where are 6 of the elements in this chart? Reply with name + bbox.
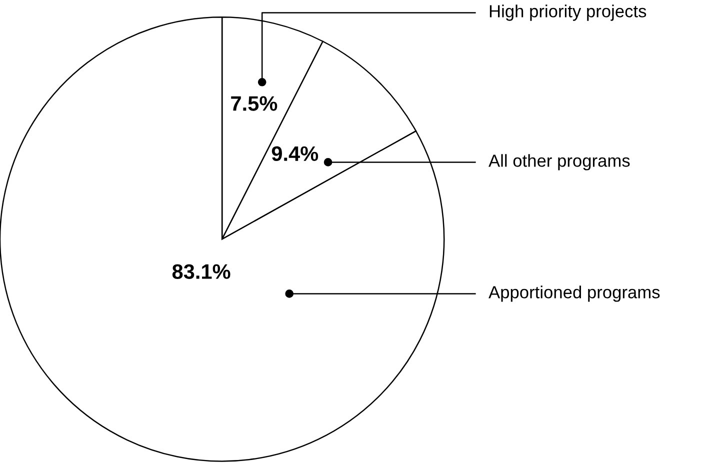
slice-label: Apportioned programs <box>488 286 660 302</box>
slice-label: All other programs <box>488 154 630 170</box>
data-label: 83.1% <box>172 264 230 279</box>
data-label: 9.4% <box>272 146 318 162</box>
data-label: 7.5% <box>231 96 278 111</box>
slice-label: High priority projects <box>490 4 646 21</box>
